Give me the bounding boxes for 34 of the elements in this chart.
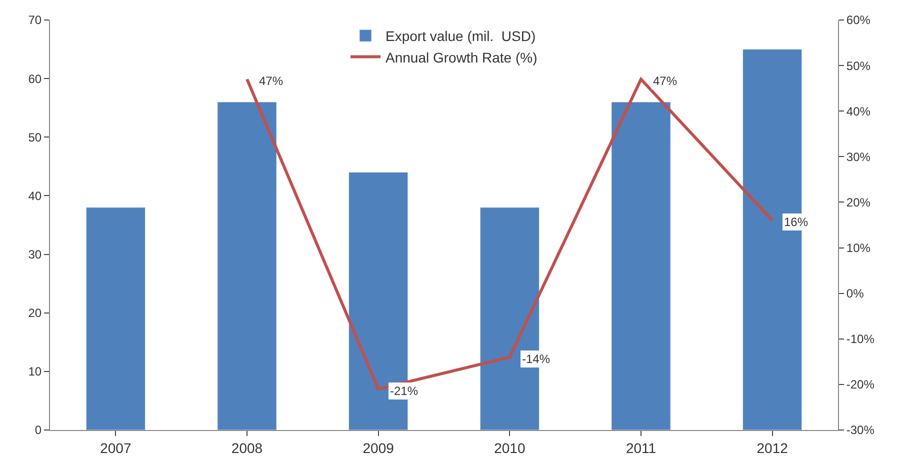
bar bbox=[86, 207, 146, 430]
y2-tick-label: 50% bbox=[846, 58, 871, 73]
y2-tick-label: 30% bbox=[846, 150, 871, 164]
y-tick-label: 30 bbox=[28, 247, 42, 262]
y-tick-label: 10 bbox=[28, 364, 42, 379]
x-tick-label: 2008 bbox=[231, 440, 263, 456]
y-tick-label: 40 bbox=[28, 188, 42, 203]
data-label: 47% bbox=[259, 74, 284, 88]
x-tick-label: 2011 bbox=[626, 440, 656, 456]
y2-tick-label: 60% bbox=[846, 13, 871, 28]
y2-tick-label: 10% bbox=[846, 240, 871, 255]
y-tick-label: 70 bbox=[28, 13, 42, 28]
y-tick-label: 50 bbox=[28, 130, 42, 144]
y2-tick-label: 20% bbox=[846, 195, 871, 210]
bar bbox=[611, 102, 671, 430]
bar bbox=[217, 102, 277, 430]
x-tick-label: 2007 bbox=[100, 440, 132, 456]
data-label: -14% bbox=[522, 352, 550, 366]
y2-tick-label: -20% bbox=[846, 378, 875, 392]
y2-tick-label: 0% bbox=[846, 286, 864, 301]
y2-tick-label: -30% bbox=[846, 423, 875, 438]
data-label: 16% bbox=[784, 215, 808, 229]
x-tick-label: 2010 bbox=[494, 440, 526, 456]
legend-label: Annual Growth Rate (%) bbox=[386, 49, 538, 66]
y2-tick-label: 40% bbox=[846, 104, 871, 118]
data-label: 47% bbox=[653, 74, 678, 88]
x-tick-label: 2012 bbox=[756, 440, 788, 456]
y-tick-label: 60 bbox=[28, 72, 42, 86]
data-label: -21% bbox=[390, 384, 418, 398]
y2-tick-label: -10% bbox=[846, 332, 875, 346]
x-tick-label: 2009 bbox=[362, 440, 394, 456]
y-tick-label: 0 bbox=[34, 423, 42, 438]
legend-label: Export value (mil. USD) bbox=[386, 28, 536, 44]
y-tick-label: 20 bbox=[28, 306, 42, 320]
